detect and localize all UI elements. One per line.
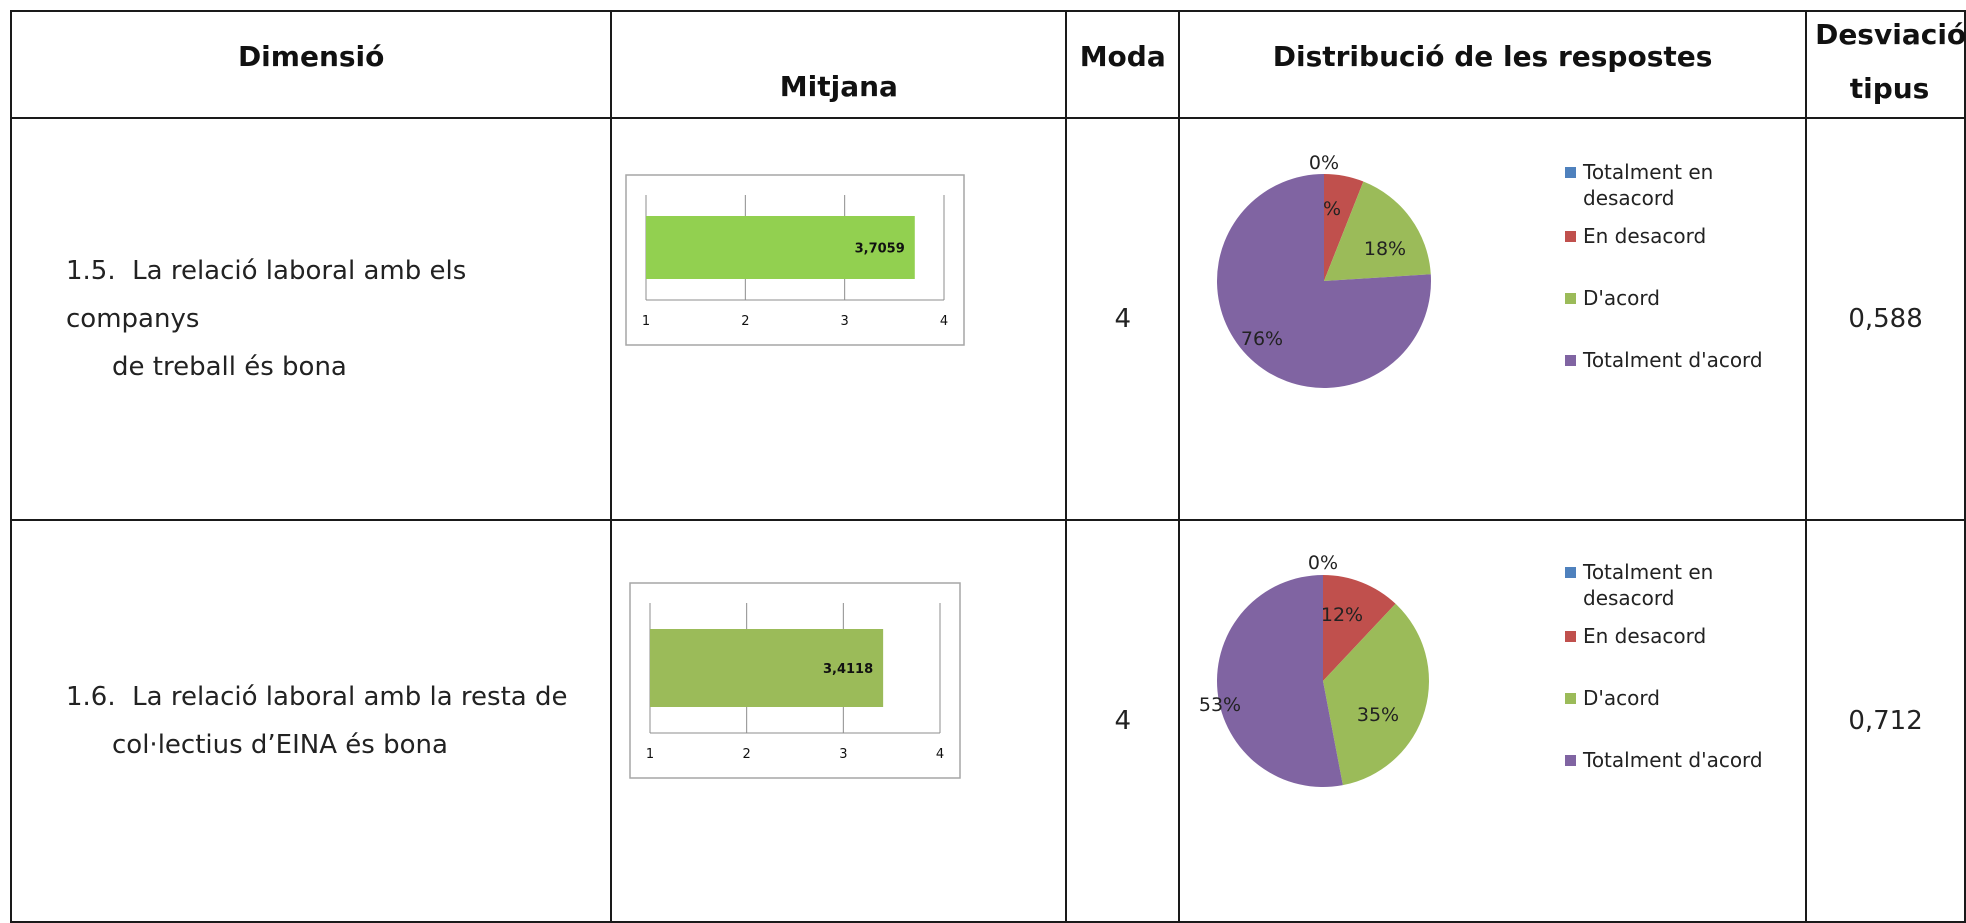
legend-label: En desacord [1583,224,1706,248]
bar-value-label: 3,4118 [823,662,873,677]
item-text-line2: col·lectius d’EINA és bona [112,730,448,760]
item-number: 1.6. [66,682,116,712]
legend-label: D'acord [1583,686,1660,710]
pie-slice [1324,181,1431,281]
mean-bar [650,629,884,707]
legend-swatch [1565,567,1577,578]
mode-value: 4 [1114,304,1131,334]
header-distribution: Distribució de les respostes [1178,10,1808,119]
pie-slice [1323,603,1430,786]
dimension-cell: 1.5. La relació laboral amb els companys… [9,117,613,521]
x-tick-label: 4 [936,747,944,762]
pie-percent-label: 12% [1321,604,1363,626]
stddev-cell: 0,712 [1805,519,1966,923]
pie-percent-label: 18% [1364,238,1406,260]
header-stddev: Desviació tipus [1805,10,1966,119]
legend-label: Totalment en [1582,160,1713,184]
header-distribution-text: Distribució de les respostes [1272,40,1713,73]
header-stddev-line2: tipus [1849,72,1930,105]
header-mean: Mitjana [610,10,1068,119]
header-dimension: Dimensió [9,10,613,119]
stddev-cell: 0,588 [1805,117,1966,521]
x-tick-label: 4 [940,314,948,329]
legend-label: Totalment d'acord [1582,748,1763,772]
pie-percent-label: 0% [1309,152,1339,174]
legend-label: desacord [1583,586,1674,610]
distribution-chart-cell: 0% 6% 18% 76% Totalment en desacord En desacor… [1178,117,1808,521]
mode-value: 4 [1114,706,1131,736]
legend-label: Totalment en [1582,560,1713,584]
header-dimension-text: Dimensió [237,40,385,73]
x-tick-label: 3 [841,314,849,329]
header-mean-text: Mitjana [779,70,898,103]
legend-label: desacord [1583,186,1674,210]
x-tick-label: 1 [646,747,654,762]
pie-percent-label: 53% [1199,694,1241,716]
legend-label: En desacord [1583,624,1706,648]
item-text-line1: La relació laboral amb la resta de [132,682,568,712]
legend-swatch [1565,167,1577,178]
mean-chart-cell: 1 2 3 4 3,4118 [610,519,1068,923]
x-tick-label: 3 [840,747,848,762]
legend-label: Totalment d'acord [1582,348,1763,372]
pie-percent-label: 35% [1357,704,1399,726]
item-number: 1.5. [66,256,116,286]
item-text-line1: La relació laboral amb els companys [66,256,467,334]
legend-swatch [1565,631,1577,642]
table-row: 1.6. La relació laboral amb la resta de c… [9,519,1966,923]
pie-slice [1323,575,1396,681]
x-tick-label: 2 [742,314,750,329]
stddev-value: 0,712 [1848,706,1923,736]
legend-swatch [1565,755,1577,766]
mean-bar-chart: 1 2 3 4 3,7059 [625,174,966,346]
mean-bar [646,216,916,279]
legend-swatch [1565,355,1577,366]
mode-cell: 4 [1065,117,1181,521]
header-mode: Moda [1065,10,1181,119]
pie-slice [1217,575,1343,787]
x-tick-label: 1 [642,314,650,329]
dimension-cell: 1.6. La relació laboral amb la resta de c… [9,519,613,923]
x-tick-label: 2 [743,747,751,762]
header-row: Dimensió Mitjana Moda Distribució de les… [9,10,1966,119]
stddev-value: 0,588 [1848,304,1923,334]
mode-cell: 4 [1065,519,1181,923]
mean-chart-cell: 1 2 3 4 3,7059 [610,117,1068,521]
table-row: 1.5. La relació laboral amb els companys… [9,117,1966,521]
header-stddev-line1: Desviació [1815,18,1966,51]
legend-swatch [1565,693,1577,704]
pie-slice [1217,174,1432,388]
item-text-line2: de treball és bona [112,352,347,382]
pie-percent-label: 0% [1308,552,1338,574]
mean-bar-chart: 1 2 3 4 3,4118 [629,582,962,779]
bar-value-label: 3,7059 [855,242,905,257]
pie-percent-label: 76% [1241,328,1283,350]
legend-label: D'acord [1583,286,1660,310]
survey-results-table: Dimensió Mitjana Moda Distribució de les… [9,10,1966,923]
legend-swatch [1565,231,1577,242]
legend-swatch [1565,293,1577,304]
distribution-chart-cell: 0% 12% 35% 53% Totalment en desacord En desaco… [1178,519,1808,923]
pie-slice [1324,174,1364,281]
header-mode-text: Moda [1079,40,1166,73]
